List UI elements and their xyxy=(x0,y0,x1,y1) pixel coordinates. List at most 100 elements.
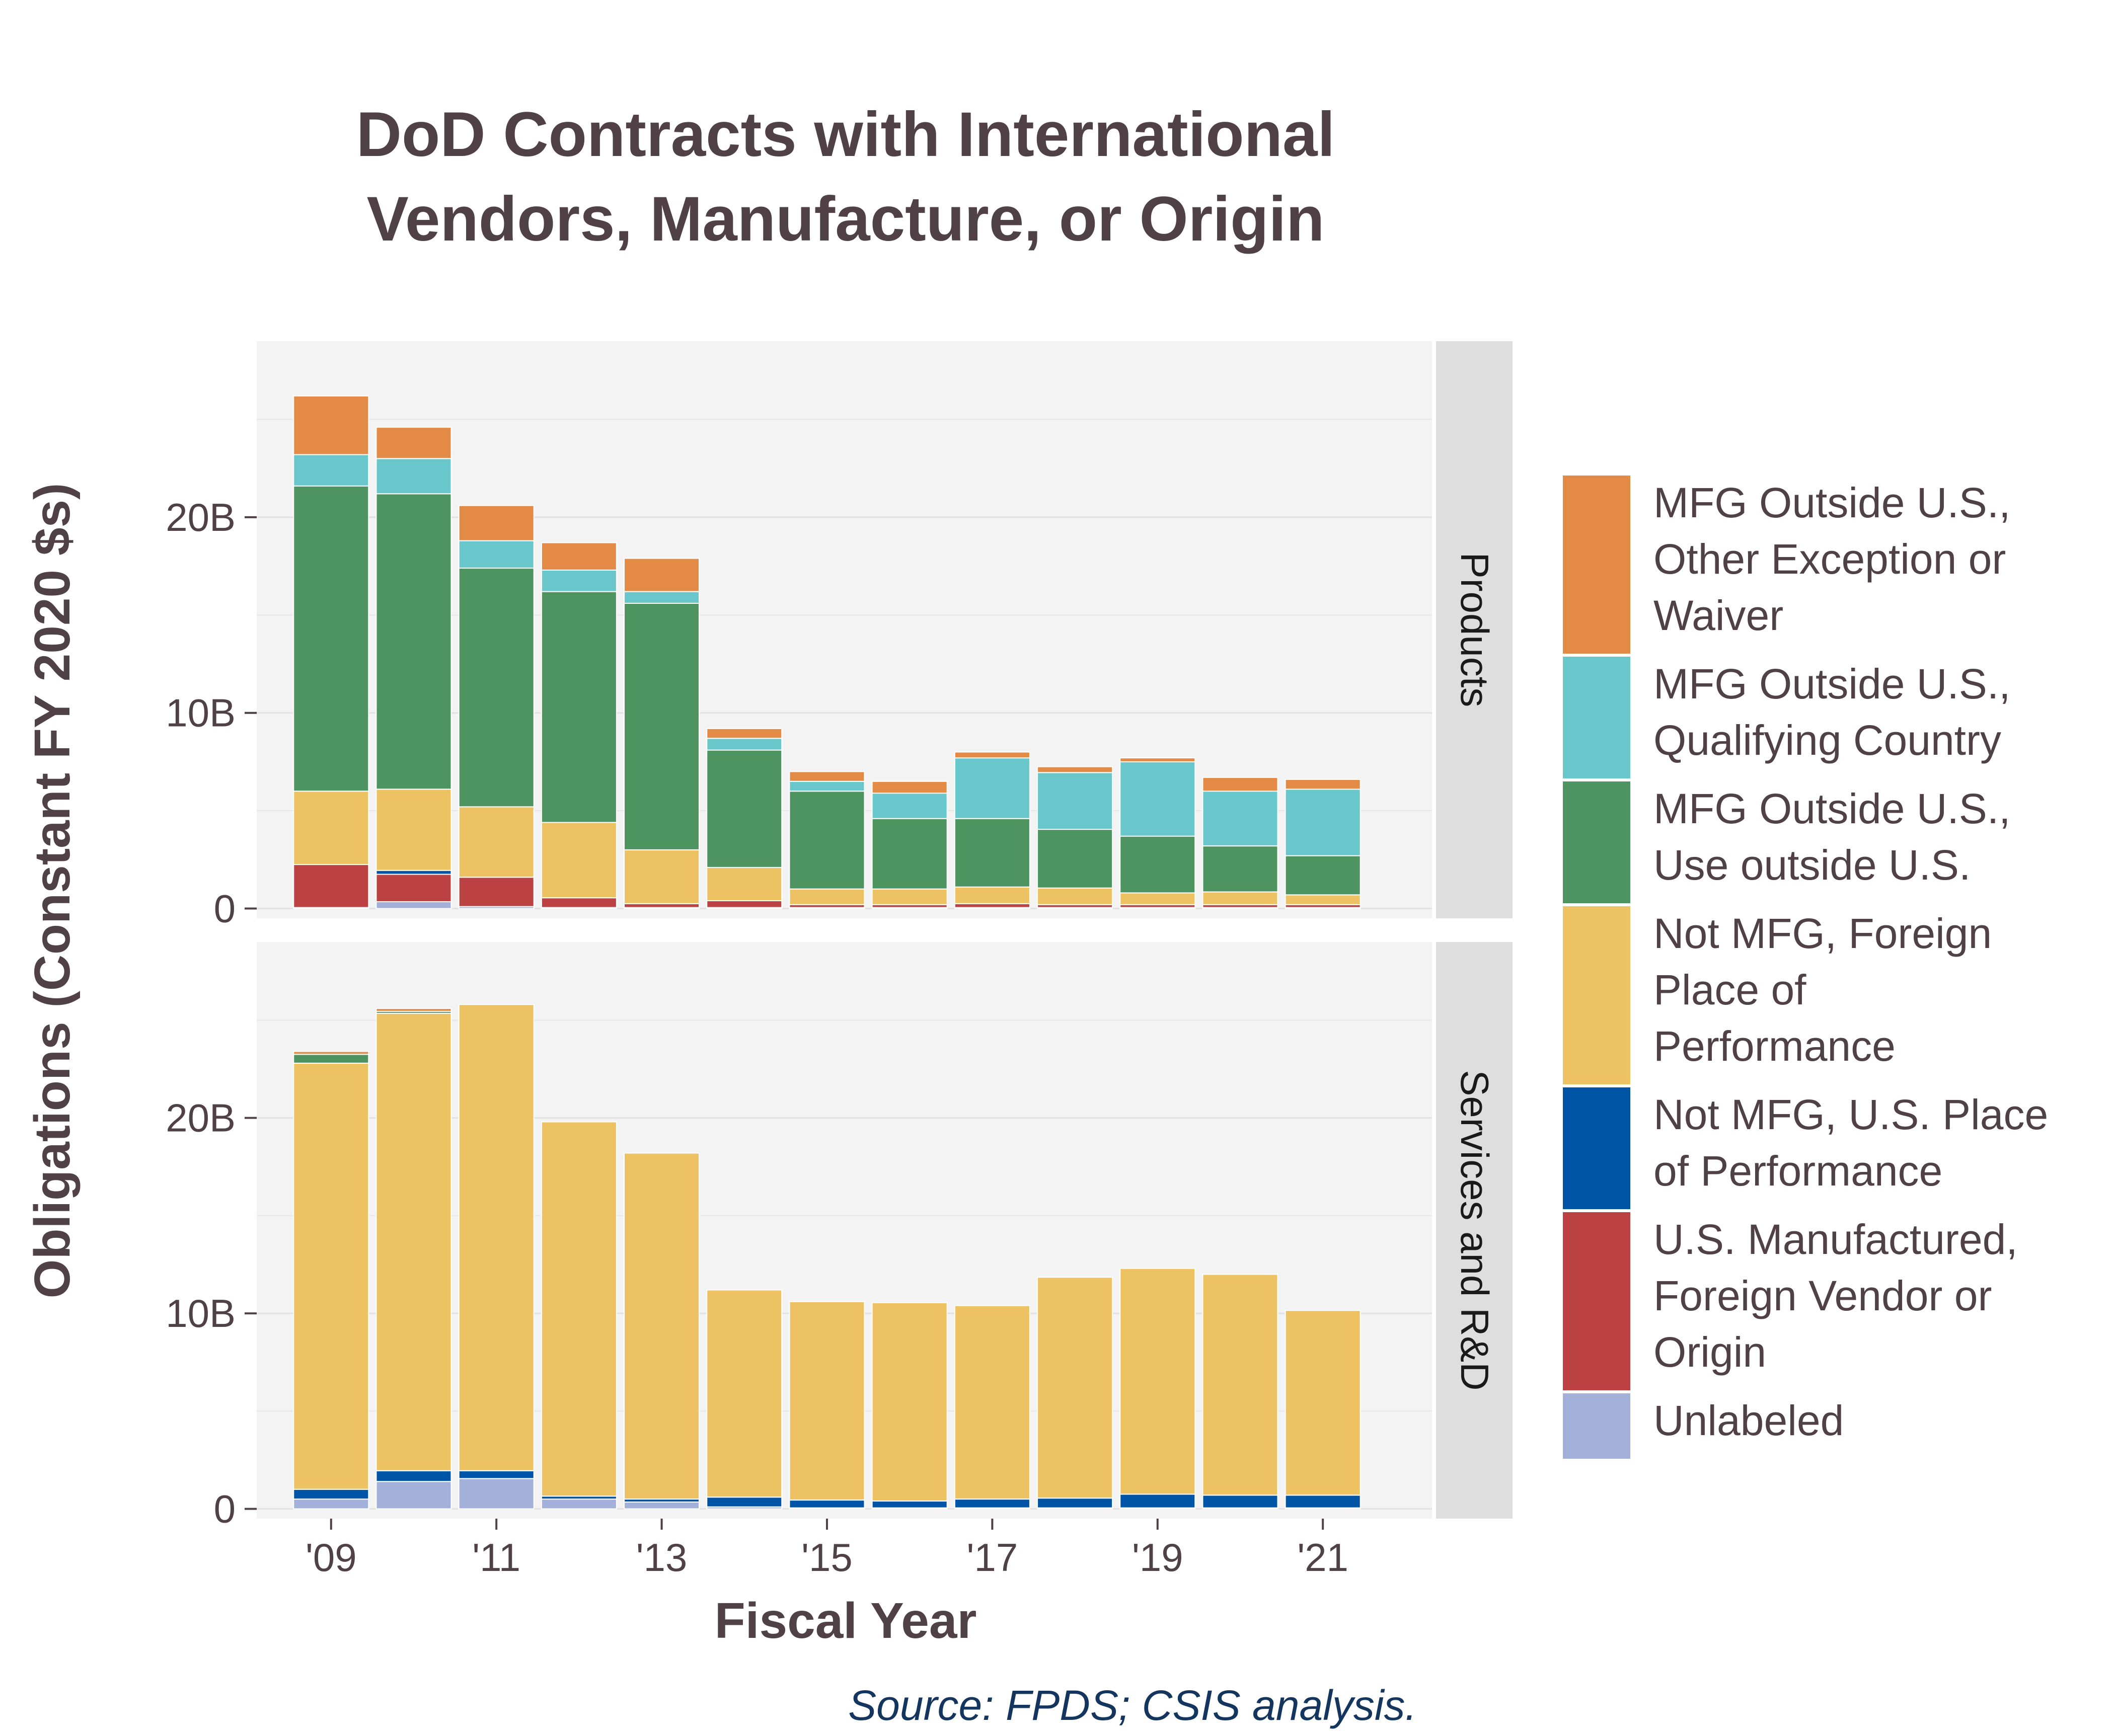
bar-segment xyxy=(1202,791,1278,847)
legend-label: Not MFG, Foreign xyxy=(1653,910,1992,957)
bar-segment xyxy=(293,1498,369,1510)
legend-label: of Performance xyxy=(1653,1147,1942,1195)
bar-segment xyxy=(1037,766,1113,773)
bar-segment xyxy=(871,818,948,890)
bar-segment xyxy=(1202,777,1278,792)
legend-swatch xyxy=(1560,472,1633,657)
chart-title: DoD Contracts with International Vendors,… xyxy=(356,100,1335,254)
bar-segment xyxy=(706,728,783,739)
bar-segment xyxy=(1037,772,1113,830)
legend-swatch xyxy=(1560,1390,1633,1462)
bar-segment xyxy=(1119,1268,1196,1495)
bar-segment xyxy=(789,1301,865,1501)
bar-segment xyxy=(458,1478,535,1510)
bar-segment xyxy=(624,903,700,908)
panel-services-and-rd: 0 10B 20B Services and R&D xyxy=(166,942,1513,1531)
bar-segment xyxy=(954,1498,1030,1509)
panel-products: 0 10B 20B Products xyxy=(166,341,1513,931)
bar-segment xyxy=(1202,1494,1278,1509)
bar-segment xyxy=(871,780,948,794)
bar-segment xyxy=(954,886,1030,904)
x-tick-label: '09 xyxy=(306,1535,357,1580)
legend-item: MFG Outside U.S., Use outside U.S. xyxy=(1560,778,2011,906)
bar-segment xyxy=(1285,1310,1361,1496)
bar-segment xyxy=(1037,829,1113,889)
x-tick-label: '19 xyxy=(1132,1535,1183,1580)
legend-item: Unlabeled xyxy=(1560,1390,1844,1462)
bar-segment xyxy=(1285,788,1361,856)
legend: MFG Outside U.S., Other Exception or Waive… xyxy=(1560,472,2048,1462)
bar-segment xyxy=(293,864,369,908)
y-tick-label: 10B xyxy=(166,691,236,735)
bar-segment xyxy=(293,791,369,865)
legend-item: Not MFG, U.S. Place of Performance xyxy=(1560,1084,2048,1212)
bar-segment xyxy=(375,788,452,871)
bar-segment xyxy=(458,505,535,541)
legend-swatch xyxy=(1560,1209,1633,1393)
y-tick-label: 0 xyxy=(214,1487,236,1531)
bar-segment xyxy=(706,749,783,868)
bar-segment xyxy=(624,603,700,850)
legend-label: Qualifying Country xyxy=(1653,717,2001,764)
bar-segment xyxy=(375,901,452,909)
legend-label: MFG Outside U.S., xyxy=(1653,785,2011,832)
bar-segment xyxy=(375,874,452,902)
bar-segment xyxy=(789,780,865,792)
bar-segment xyxy=(293,1054,369,1064)
legend-swatch xyxy=(1560,903,1633,1087)
facet-strip-label: Products xyxy=(1453,553,1497,707)
bar-segment xyxy=(1037,1497,1113,1509)
x-tick-label: '11 xyxy=(472,1535,520,1580)
legend-label: MFG Outside U.S., xyxy=(1653,660,2011,707)
bar-segment xyxy=(789,888,865,905)
bar-segment xyxy=(624,1501,700,1510)
legend-item: Not MFG, Foreign Place of Performance xyxy=(1560,903,1992,1087)
y-tick-label: 10B xyxy=(166,1291,236,1335)
legend-item: MFG Outside U.S., Qualifying Country xyxy=(1560,654,2011,781)
bar-segment xyxy=(954,757,1030,819)
x-tick-label: '13 xyxy=(636,1535,688,1580)
y-tick-label: 20B xyxy=(166,1096,236,1140)
bar-segment xyxy=(375,1008,452,1012)
y-axis-title: Obligations (Constant FY 2020 $s) xyxy=(24,483,81,1299)
bar-segment xyxy=(1285,778,1361,790)
bar-segment xyxy=(541,591,617,823)
x-axis-title: Fiscal Year xyxy=(715,1593,977,1649)
legend-swatch xyxy=(1560,1084,1633,1212)
bar-segment xyxy=(293,1488,369,1500)
bar-segment xyxy=(1202,1274,1278,1496)
bar-segment xyxy=(871,1302,948,1502)
x-axis: '09 '11 '13 '15 '17 '19 '21 xyxy=(306,1519,1348,1580)
legend-label: Origin xyxy=(1653,1328,1766,1376)
bar-segment xyxy=(624,1152,700,1500)
legend-label: Foreign Vendor or xyxy=(1653,1272,1992,1319)
bar-segment xyxy=(375,493,452,790)
legend-label: MFG Outside U.S., xyxy=(1653,479,2011,526)
bar-segment xyxy=(954,1305,1030,1500)
bar-segment xyxy=(1037,1277,1113,1499)
bar-segment xyxy=(789,791,865,890)
bar-segment xyxy=(1202,845,1278,893)
legend-label: U.S. Manufactured, xyxy=(1653,1216,2018,1263)
legend-label: Not MFG, U.S. Place xyxy=(1653,1091,2048,1138)
legend-label: Other Exception or xyxy=(1653,535,2006,583)
bar-segment xyxy=(624,558,700,592)
bar-segment xyxy=(375,427,452,459)
bar-segment xyxy=(541,897,617,908)
legend-label: Performance xyxy=(1653,1022,1896,1070)
bar-segment xyxy=(458,1470,535,1479)
legend-label: Unlabeled xyxy=(1653,1397,1844,1444)
legend-swatch xyxy=(1560,778,1633,906)
bar-segment xyxy=(293,454,369,487)
bar-segment xyxy=(458,568,535,808)
bar-segment xyxy=(954,751,1030,759)
bar-segment xyxy=(1037,887,1113,905)
bar-segment xyxy=(1285,894,1361,905)
bar-segment xyxy=(375,1012,452,1471)
bar-segment xyxy=(293,485,369,792)
x-tick-label: '21 xyxy=(1297,1535,1348,1580)
bar-segment xyxy=(624,591,700,604)
bar-segment xyxy=(954,903,1030,908)
bar-segment xyxy=(789,771,865,782)
